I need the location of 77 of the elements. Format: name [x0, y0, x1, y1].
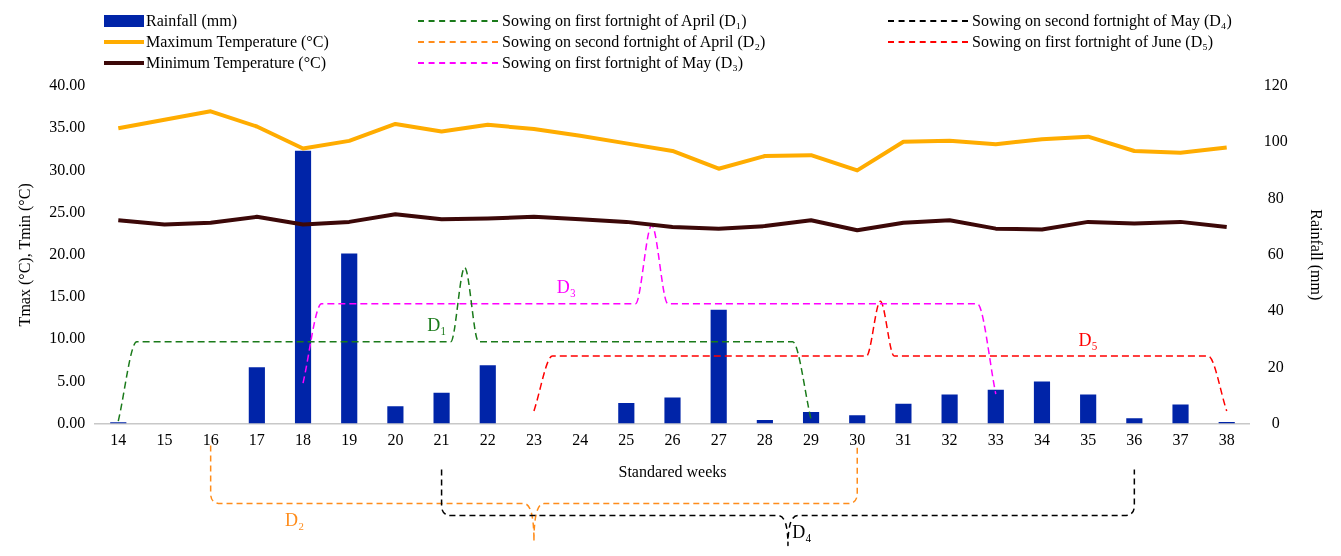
y2-tick-label: 120 [1263, 76, 1288, 94]
y-tick-label: 40.00 [49, 76, 86, 94]
bar [341, 253, 358, 424]
legend-label: Sowing on first fortnight of May (D₃) [502, 53, 744, 72]
x-tick-label: 30 [849, 431, 866, 449]
x-tick-label: 23 [525, 431, 542, 449]
legend-label: Sowing on first fortnight of April (D₁) [502, 11, 747, 30]
x-tick-label: 19 [341, 431, 358, 449]
y2-axis-title: Rainfall (mm) [1307, 209, 1326, 301]
bar [433, 392, 450, 424]
x-tick-label: 37 [1172, 431, 1189, 449]
x-tick-label: 33 [987, 431, 1004, 449]
y2-tick-label: 80 [1267, 188, 1284, 206]
y2-tick-label: 20 [1267, 357, 1284, 375]
x-tick-label: 18 [295, 431, 312, 449]
y-tick-label: 0.00 [57, 413, 86, 431]
y2-tick-label: 60 [1267, 245, 1284, 262]
x-tick-label: 38 [1218, 431, 1235, 449]
x-tick-label: 17 [248, 431, 265, 449]
text: D₄ [792, 521, 812, 542]
legend-label: Sowing on first fortnight of June (D₅) [972, 32, 1214, 51]
y2-tick-label: 40 [1267, 301, 1284, 319]
x-tick-label: 31 [895, 431, 912, 449]
line-series [117, 266, 812, 422]
y2-tick-label: 0 [1271, 413, 1280, 431]
bar [248, 367, 265, 424]
bar [941, 394, 958, 424]
bar [1126, 418, 1143, 424]
y-tick-label: 25.00 [49, 202, 86, 220]
x-tick-label: 20 [387, 431, 404, 449]
bar [802, 412, 820, 424]
x-tick-label: 27 [710, 431, 727, 449]
bar [849, 415, 866, 424]
y-tick-label: 35.00 [49, 118, 86, 136]
x-tick-label: 16 [202, 431, 219, 449]
x-tick-label: 15 [156, 431, 173, 449]
y-axis-title: Tmax (°C), Tmin (°C) [15, 183, 34, 327]
x-tick-label: 29 [803, 431, 820, 449]
x-tick-label: 34 [1033, 431, 1050, 449]
text: D₂ [285, 509, 305, 530]
bar [387, 406, 404, 424]
bar [479, 365, 496, 424]
x-tick-label: 22 [479, 431, 496, 449]
line-series [302, 224, 997, 395]
y2-tick-label: 100 [1263, 132, 1288, 150]
legend-label: Minimum Temperature (°C) [146, 53, 327, 72]
bar [987, 389, 1004, 424]
annotation: D₅ [1078, 329, 1098, 350]
legend-label: Maximum Temperature (°C) [146, 32, 329, 51]
x-tick-label: 35 [1080, 431, 1097, 449]
legend-label: Rainfall (mm) [146, 11, 238, 30]
y-tick-label: 20.00 [49, 245, 86, 262]
x-tick-label: 14 [110, 431, 127, 449]
y-tick-label: 10.00 [49, 329, 86, 347]
x-tick-label: 24 [572, 431, 589, 449]
annotation: D₁ [427, 315, 447, 336]
x-tick-label: 28 [756, 431, 773, 449]
text: Sowing on second fortnight of May (D₄) [972, 11, 1232, 30]
bar [1080, 394, 1097, 424]
x-tick-label: 32 [941, 431, 958, 449]
x-axis-title: Standared weeks [618, 462, 727, 480]
y-tick-label: 15.00 [49, 287, 86, 305]
bar [1033, 381, 1051, 424]
x-tick-label: 36 [1126, 431, 1143, 449]
bar [618, 403, 635, 424]
bar [294, 150, 312, 424]
bar [895, 403, 912, 424]
x-tick-label: 25 [618, 431, 635, 449]
x-tick-label: 21 [433, 431, 450, 449]
bar [1172, 404, 1189, 424]
annotation: D₃ [556, 277, 576, 298]
text: Sowing on second fortnight of April (D₂) [502, 32, 766, 51]
y-tick-label: 5.00 [57, 371, 86, 389]
bar [710, 309, 727, 424]
x-tick-label: 26 [664, 431, 681, 449]
bar [664, 397, 681, 424]
y-tick-label: 30.00 [49, 160, 86, 178]
